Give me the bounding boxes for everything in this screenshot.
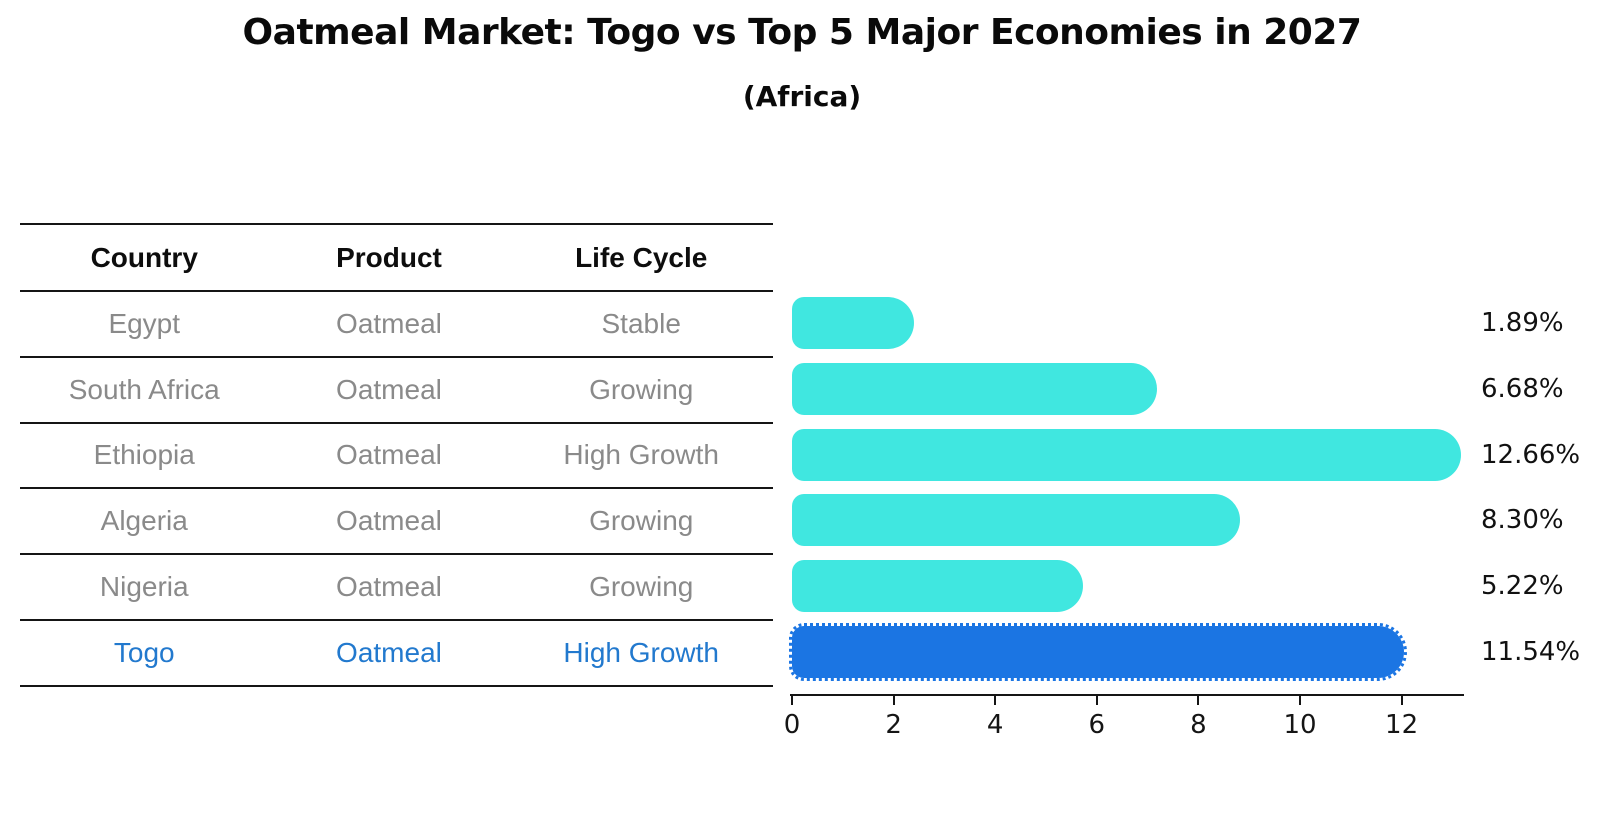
comparison-table: Country Product Life Cycle Egypt Oatmeal S… bbox=[20, 223, 773, 687]
table-row: Egypt Oatmeal Stable bbox=[20, 292, 773, 358]
table-cell-country: Togo bbox=[113, 636, 175, 668]
table-cell-product: Oatmeal bbox=[336, 439, 442, 471]
bar-highlight-togo bbox=[788, 623, 1408, 681]
table-cell-lifecycle: High Growth bbox=[563, 636, 720, 668]
table-cell-lifecycle: High Growth bbox=[563, 439, 720, 471]
table-cell-lifecycle: Growing bbox=[589, 373, 694, 405]
table-cell-country: Nigeria bbox=[99, 571, 189, 603]
table-row: South Africa Oatmeal Growing bbox=[20, 358, 773, 424]
x-axis-tick-label: 10 bbox=[1283, 710, 1317, 740]
table-row: Togo Oatmeal High Growth bbox=[20, 621, 773, 687]
table-cell-product: Oatmeal bbox=[336, 307, 442, 339]
x-axis bbox=[790, 694, 1464, 696]
bar bbox=[792, 494, 1240, 547]
table-cell-country: Ethiopia bbox=[93, 439, 195, 471]
bar-value-label: 1.89% bbox=[1481, 308, 1564, 338]
page-subtitle: (Africa) bbox=[742, 80, 862, 113]
table-cell-country: Algeria bbox=[100, 505, 188, 537]
table-row: Ethiopia Oatmeal High Growth bbox=[20, 424, 773, 490]
x-axis-tick-label: 2 bbox=[885, 710, 902, 740]
header-cell-product: Product bbox=[336, 241, 442, 273]
x-axis-tick-label: 4 bbox=[986, 710, 1004, 740]
bar bbox=[792, 428, 1462, 481]
x-axis-tick bbox=[1095, 696, 1098, 705]
table-header-row: Country Product Life Cycle bbox=[20, 225, 773, 292]
x-axis-tick bbox=[1400, 696, 1403, 705]
table-row: Algeria Oatmeal Growing bbox=[20, 489, 773, 556]
table-cell-country: Egypt bbox=[108, 307, 181, 339]
bar-value-label: 6.68% bbox=[1481, 373, 1564, 404]
header-cell-life-cycle: Life Cycle bbox=[575, 241, 708, 273]
x-axis-tick-label: 6 bbox=[1088, 710, 1106, 740]
table-cell-country: South Africa bbox=[68, 373, 220, 405]
table-cell-lifecycle: Stable bbox=[601, 307, 681, 339]
table-row: Nigeria Oatmeal Growing bbox=[20, 555, 773, 621]
bar bbox=[792, 297, 914, 349]
bar bbox=[792, 362, 1158, 415]
x-axis-tick bbox=[1299, 696, 1301, 705]
page-title: Oatmeal Market: Togo vs Top 5 Major Econ… bbox=[242, 12, 1362, 53]
x-axis-tick bbox=[791, 696, 793, 705]
bar-value-label: 11.54% bbox=[1481, 637, 1581, 667]
x-axis-tick-label: 0 bbox=[783, 710, 801, 740]
bar-value-label: 12.66% bbox=[1481, 439, 1581, 470]
table-cell-product: Oatmeal bbox=[336, 571, 442, 603]
table-cell-product: Oatmeal bbox=[336, 373, 442, 405]
header-cell-country: Country bbox=[90, 241, 198, 273]
x-axis-tick-label: 8 bbox=[1190, 710, 1207, 740]
x-axis-tick bbox=[994, 696, 997, 705]
bar-value-label: 5.22% bbox=[1481, 571, 1564, 602]
x-axis-tick bbox=[1197, 696, 1200, 705]
x-axis-tick bbox=[892, 696, 895, 705]
table-cell-product: Oatmeal bbox=[336, 636, 442, 668]
table-cell-lifecycle: Growing bbox=[589, 571, 694, 603]
table-cell-product: Oatmeal bbox=[336, 505, 442, 537]
bar bbox=[792, 560, 1084, 613]
table-cell-lifecycle: Growing bbox=[589, 505, 694, 537]
bar-value-label: 8.30% bbox=[1481, 505, 1564, 536]
x-axis-tick-label: 12 bbox=[1385, 710, 1419, 740]
